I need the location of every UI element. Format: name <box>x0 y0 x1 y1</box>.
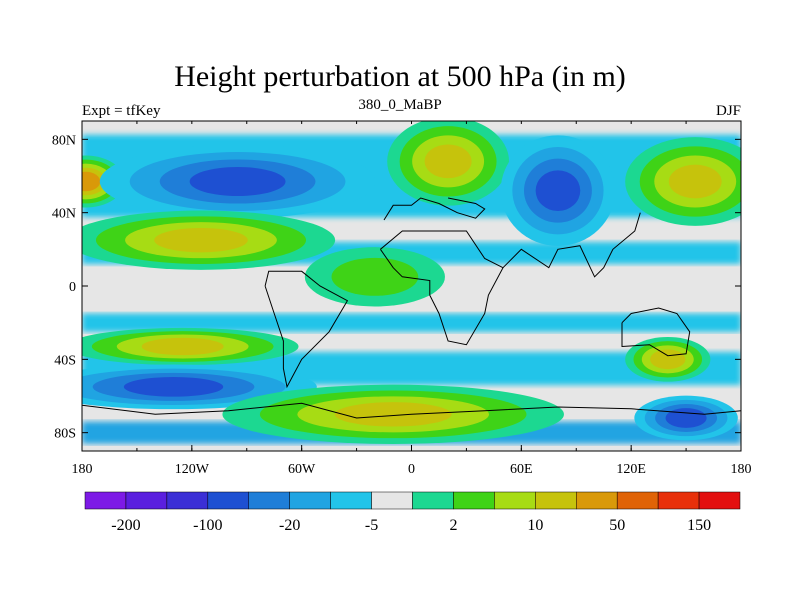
contour-region-Tropics-green <box>304 247 445 307</box>
contour-level-7-3 <box>141 337 224 356</box>
y-tick-label: 40N <box>52 207 76 222</box>
colorbar-label: 150 <box>687 517 711 534</box>
contour-level-2-3 <box>154 228 248 253</box>
colorbar-swatch <box>84 491 127 510</box>
coast-antarctica <box>81 402 742 419</box>
coast-asia <box>502 212 641 278</box>
contour-level-5-3 <box>668 164 722 199</box>
colorbar-swatch <box>576 491 618 510</box>
contour-region-NH-high-atlantic <box>387 121 510 206</box>
coast-europe <box>383 197 486 221</box>
colorbar-swatch <box>453 491 495 510</box>
contour-level-4-3 <box>535 170 581 212</box>
y-tick-label: 80S <box>54 427 76 442</box>
colorbar-label: 2 <box>449 517 457 534</box>
contour-region-SH-high-pacific <box>625 337 711 382</box>
colorbar-swatch <box>371 491 413 510</box>
x-tick-label: 180 <box>731 462 752 477</box>
contour-region-NH-high-west <box>82 210 336 270</box>
colorbar-swatch <box>494 491 536 510</box>
coast-australia <box>621 307 691 357</box>
colorbar-label: 50 <box>609 517 625 534</box>
colorbar-swatch <box>166 491 209 510</box>
contour-level-10-3 <box>650 349 686 370</box>
y-axis: 80N 40N 0 40S 80S <box>52 133 741 442</box>
colorbar-swatch <box>412 491 454 510</box>
chart-title: Height perturbation at 500 hPa (in m) <box>174 60 626 93</box>
contour-level-11-3 <box>665 408 707 428</box>
contour-region-NH-low-asia <box>500 135 616 246</box>
colorbar-label: 10 <box>527 517 543 534</box>
colorbar: -200 -100 -20 -5 2 10 50 150 <box>84 491 741 534</box>
y-tick-label: 40S <box>54 353 76 368</box>
colorbar-swatch <box>248 491 290 510</box>
colorbar-label: -200 <box>111 517 140 534</box>
y-tick-label: 0 <box>69 280 76 295</box>
x-tick-label: 0 <box>408 462 415 477</box>
x-axis: 180 120W 60W 0 60E 120E 180 <box>72 121 752 477</box>
colorbar-swatch <box>289 491 331 510</box>
colorbar-swatch <box>207 491 249 510</box>
map-plot-area <box>82 121 741 451</box>
colorbar-swatch <box>698 491 741 510</box>
contour-level-9-3 <box>334 402 452 427</box>
contour-region-SH-low-pacific <box>634 395 738 441</box>
period-label: 380_0_MaBP <box>358 97 442 113</box>
colorbar-swatch <box>125 491 168 510</box>
colorbar-swatch <box>616 491 659 510</box>
coastline-outlines <box>81 197 742 419</box>
colorbar-swatch <box>657 491 700 510</box>
season-label: DJF <box>715 103 741 119</box>
contour-level-6-1 <box>331 257 419 296</box>
x-tick-label: 180 <box>72 462 93 477</box>
colorbar-label: -5 <box>365 517 378 534</box>
contour-region-NH-low-west <box>99 144 376 219</box>
contour-level-3-3 <box>424 144 472 179</box>
experiment-label: Expt = tfKey <box>82 103 161 119</box>
contour-level-1-3 <box>189 167 286 196</box>
coast-south-america <box>264 270 349 389</box>
contour-level-8-3 <box>123 377 224 397</box>
colorbar-swatch <box>535 491 577 510</box>
coast-africa <box>379 230 504 346</box>
contour-region-SH-high-polar <box>222 384 564 445</box>
colorbar-label: -20 <box>279 517 300 534</box>
contour-level-0-4 <box>82 171 101 192</box>
x-tick-label: 120W <box>175 462 210 477</box>
contour-region-NH-high-pacific <box>625 137 741 226</box>
x-tick-label: 60E <box>510 462 533 477</box>
background-band-2 <box>82 313 741 332</box>
contour-region-SH-high-band <box>82 327 299 366</box>
y-tick-label: 80N <box>52 133 76 148</box>
colorbar-swatch <box>330 491 372 510</box>
x-tick-label: 120E <box>616 462 646 477</box>
x-tick-label: 60W <box>288 462 316 477</box>
colorbar-label: -100 <box>193 517 222 534</box>
